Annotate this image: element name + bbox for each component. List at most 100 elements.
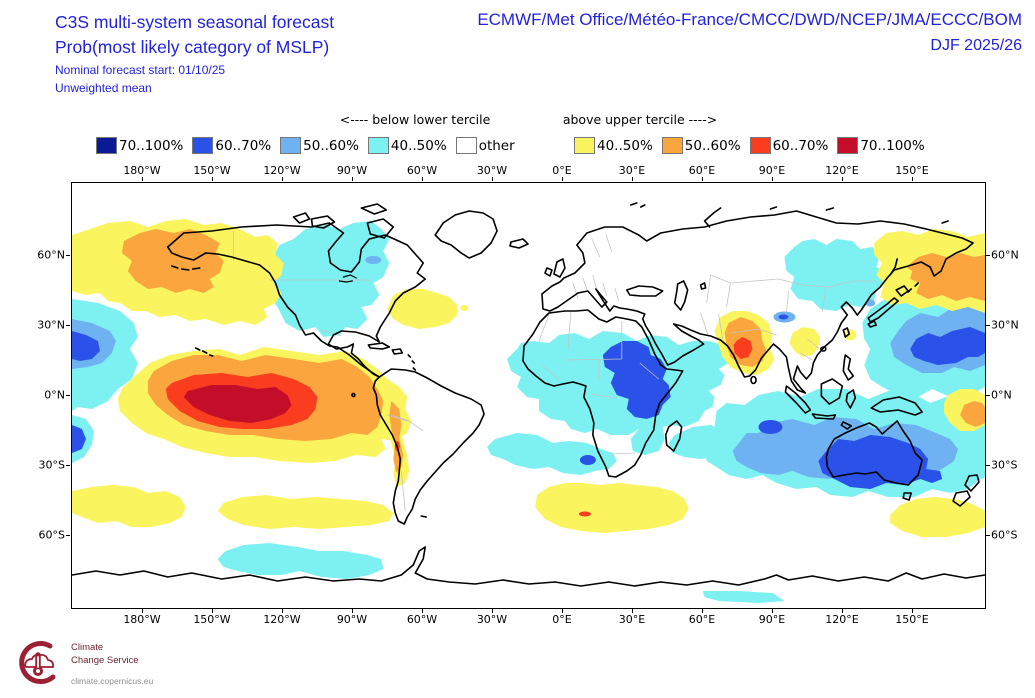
legend-above-item-0: 40..50%	[574, 137, 653, 154]
legend-above-header: above upper tercile ---->	[562, 112, 718, 127]
lon-tick	[492, 609, 493, 613]
axis-label-top-0°E: 0°E	[552, 164, 572, 177]
axis-label-left-30°N: 30°N	[37, 318, 65, 332]
lon-tick	[352, 177, 353, 181]
map-plot-area: 180°W 180°W 150°W 150°W 120°W 120°W 90°W 90°W 60…	[37, 164, 1018, 626]
coastlines	[72, 202, 985, 587]
axis-label-bottom-30°E: 30°E	[618, 613, 646, 626]
lon-tick	[282, 177, 283, 181]
climate-change-service-logo-icon	[19, 641, 56, 685]
axis-label-top-30°W: 30°W	[476, 164, 508, 177]
lat-tick	[986, 535, 990, 536]
axis-label-right-30°N: 30°N	[991, 318, 1019, 332]
lon-tick	[632, 609, 633, 613]
axis-label-bottom-0°E: 0°E	[552, 613, 572, 626]
axis-label-bottom-120°W: 120°W	[263, 613, 301, 626]
axis-label-left-0°N: 0°N	[44, 388, 65, 402]
lat-tick	[986, 255, 990, 256]
lat-tick	[66, 395, 70, 396]
legend-below-label-3: 40..50%	[390, 137, 447, 154]
lat-tick	[986, 395, 990, 396]
lon-tick	[912, 177, 913, 181]
axis-label-right-0°N: 0°N	[991, 388, 1012, 402]
legend-above-item-3: 70..100%	[837, 137, 925, 154]
above-tercile-regions	[72, 219, 985, 537]
lon-tick	[492, 177, 493, 181]
lat-tick	[66, 255, 70, 256]
legend-below-row: 70..100% 60..70% 50..60% 40..50% other	[96, 137, 524, 154]
copernicus-logo-block: Climate Change Service climate.copernicu…	[14, 638, 153, 690]
axis-label-bottom-90°W: 90°W	[336, 613, 368, 626]
lon-tick	[842, 177, 843, 181]
logo-title-line2: Change Service	[71, 654, 139, 666]
world-map-svg	[72, 183, 985, 608]
legend-above-label-1: 50..60%	[684, 137, 741, 154]
weighting-label: Unweighted mean	[55, 80, 152, 95]
legend-below-swatch-4	[455, 137, 477, 154]
lon-tick	[142, 177, 143, 181]
axis-label-top-180°W: 180°W	[123, 164, 161, 177]
legend-below-item-0: 70..100%	[96, 137, 183, 154]
lon-tick	[842, 609, 843, 613]
lon-tick	[772, 177, 773, 181]
legend-below-swatch-0	[96, 137, 117, 154]
legend-below-item-2: 50..60%	[280, 137, 359, 154]
axis-label-bottom-150°E: 150°E	[895, 613, 929, 626]
axis-label-top-60°W: 60°W	[406, 164, 438, 177]
forecast-start-label: Nominal forecast start: 01/10/25	[55, 62, 226, 77]
legend-above-label-0: 40..50%	[597, 137, 653, 154]
axis-label-top-90°W: 90°W	[336, 164, 368, 177]
legend-above-item-2: 60..70%	[749, 137, 829, 154]
legend-above-item-1: 50..60%	[661, 137, 741, 154]
lon-tick	[702, 177, 703, 181]
season-label: DJF 2025/26	[930, 37, 1022, 54]
axis-label-top-150°W: 150°W	[193, 164, 231, 177]
legend-below-label-0: 70..100%	[119, 137, 184, 154]
legend-below-item-4: other	[455, 137, 515, 154]
legend-above-swatch-0	[574, 137, 595, 154]
axis-label-right-60°N: 60°N	[991, 248, 1019, 262]
axis-label-bottom-60°E: 60°E	[688, 613, 716, 626]
legend-above-label-2: 60..70%	[772, 137, 829, 154]
lon-tick	[352, 609, 353, 613]
axis-label-bottom-60°W: 60°W	[406, 613, 438, 626]
axis-label-bottom-120°E: 120°E	[825, 613, 859, 626]
legend-above-label-3: 70..100%	[860, 137, 925, 154]
axis-label-top-90°E: 90°E	[758, 164, 786, 177]
axis-label-top-150°E: 150°E	[895, 164, 929, 177]
lon-tick	[912, 609, 913, 613]
title-block: C3S multi-system seasonal forecast Prob(…	[55, 10, 334, 97]
lat-tick	[66, 535, 70, 536]
copernicus-url: climate.copernicus.eu	[71, 676, 154, 687]
lon-tick	[702, 609, 703, 613]
page-title: C3S multi-system seasonal forecast	[55, 12, 335, 32]
legend-below-label-4: other	[478, 137, 515, 154]
axis-label-bottom-30°W: 30°W	[476, 613, 508, 626]
page-subtitle-variable: Prob(most likely category of MSLP)	[55, 37, 330, 58]
legend-above-swatch-2	[749, 137, 771, 154]
lon-tick	[422, 177, 423, 181]
legend-below-header: <---- below lower tercile	[339, 112, 491, 127]
legend-below-label-2: 50..60%	[303, 137, 359, 154]
lon-tick	[562, 609, 563, 613]
legend-above-swatch-3	[837, 137, 859, 154]
lon-tick	[142, 609, 143, 613]
lat-tick	[986, 465, 990, 466]
logo-title-line1: Climate	[71, 642, 104, 653]
lon-tick	[632, 177, 633, 181]
legend-below-item-1: 60..70%	[192, 137, 271, 154]
lon-tick	[772, 609, 773, 613]
legend-above-swatch-1	[661, 137, 683, 154]
models-list: ECMWF/Met Office/Météo-France/CMCC/DWD/N…	[477, 10, 1022, 29]
lon-tick	[422, 609, 423, 613]
lat-tick	[986, 325, 990, 326]
country-borders	[233, 231, 877, 512]
legend-below-swatch-2	[280, 137, 302, 154]
logo-text-block: Climate Change Service climate.copernicu…	[71, 642, 153, 690]
legend-above-row: 40..50% 50..60% 60..70% 70..100%	[574, 137, 934, 154]
axis-label-top-120°W: 120°W	[263, 164, 301, 177]
axis-label-right-60°S: 60°S	[991, 528, 1018, 542]
legend-below-swatch-1	[192, 137, 214, 154]
axis-label-top-60°E: 60°E	[688, 164, 716, 177]
